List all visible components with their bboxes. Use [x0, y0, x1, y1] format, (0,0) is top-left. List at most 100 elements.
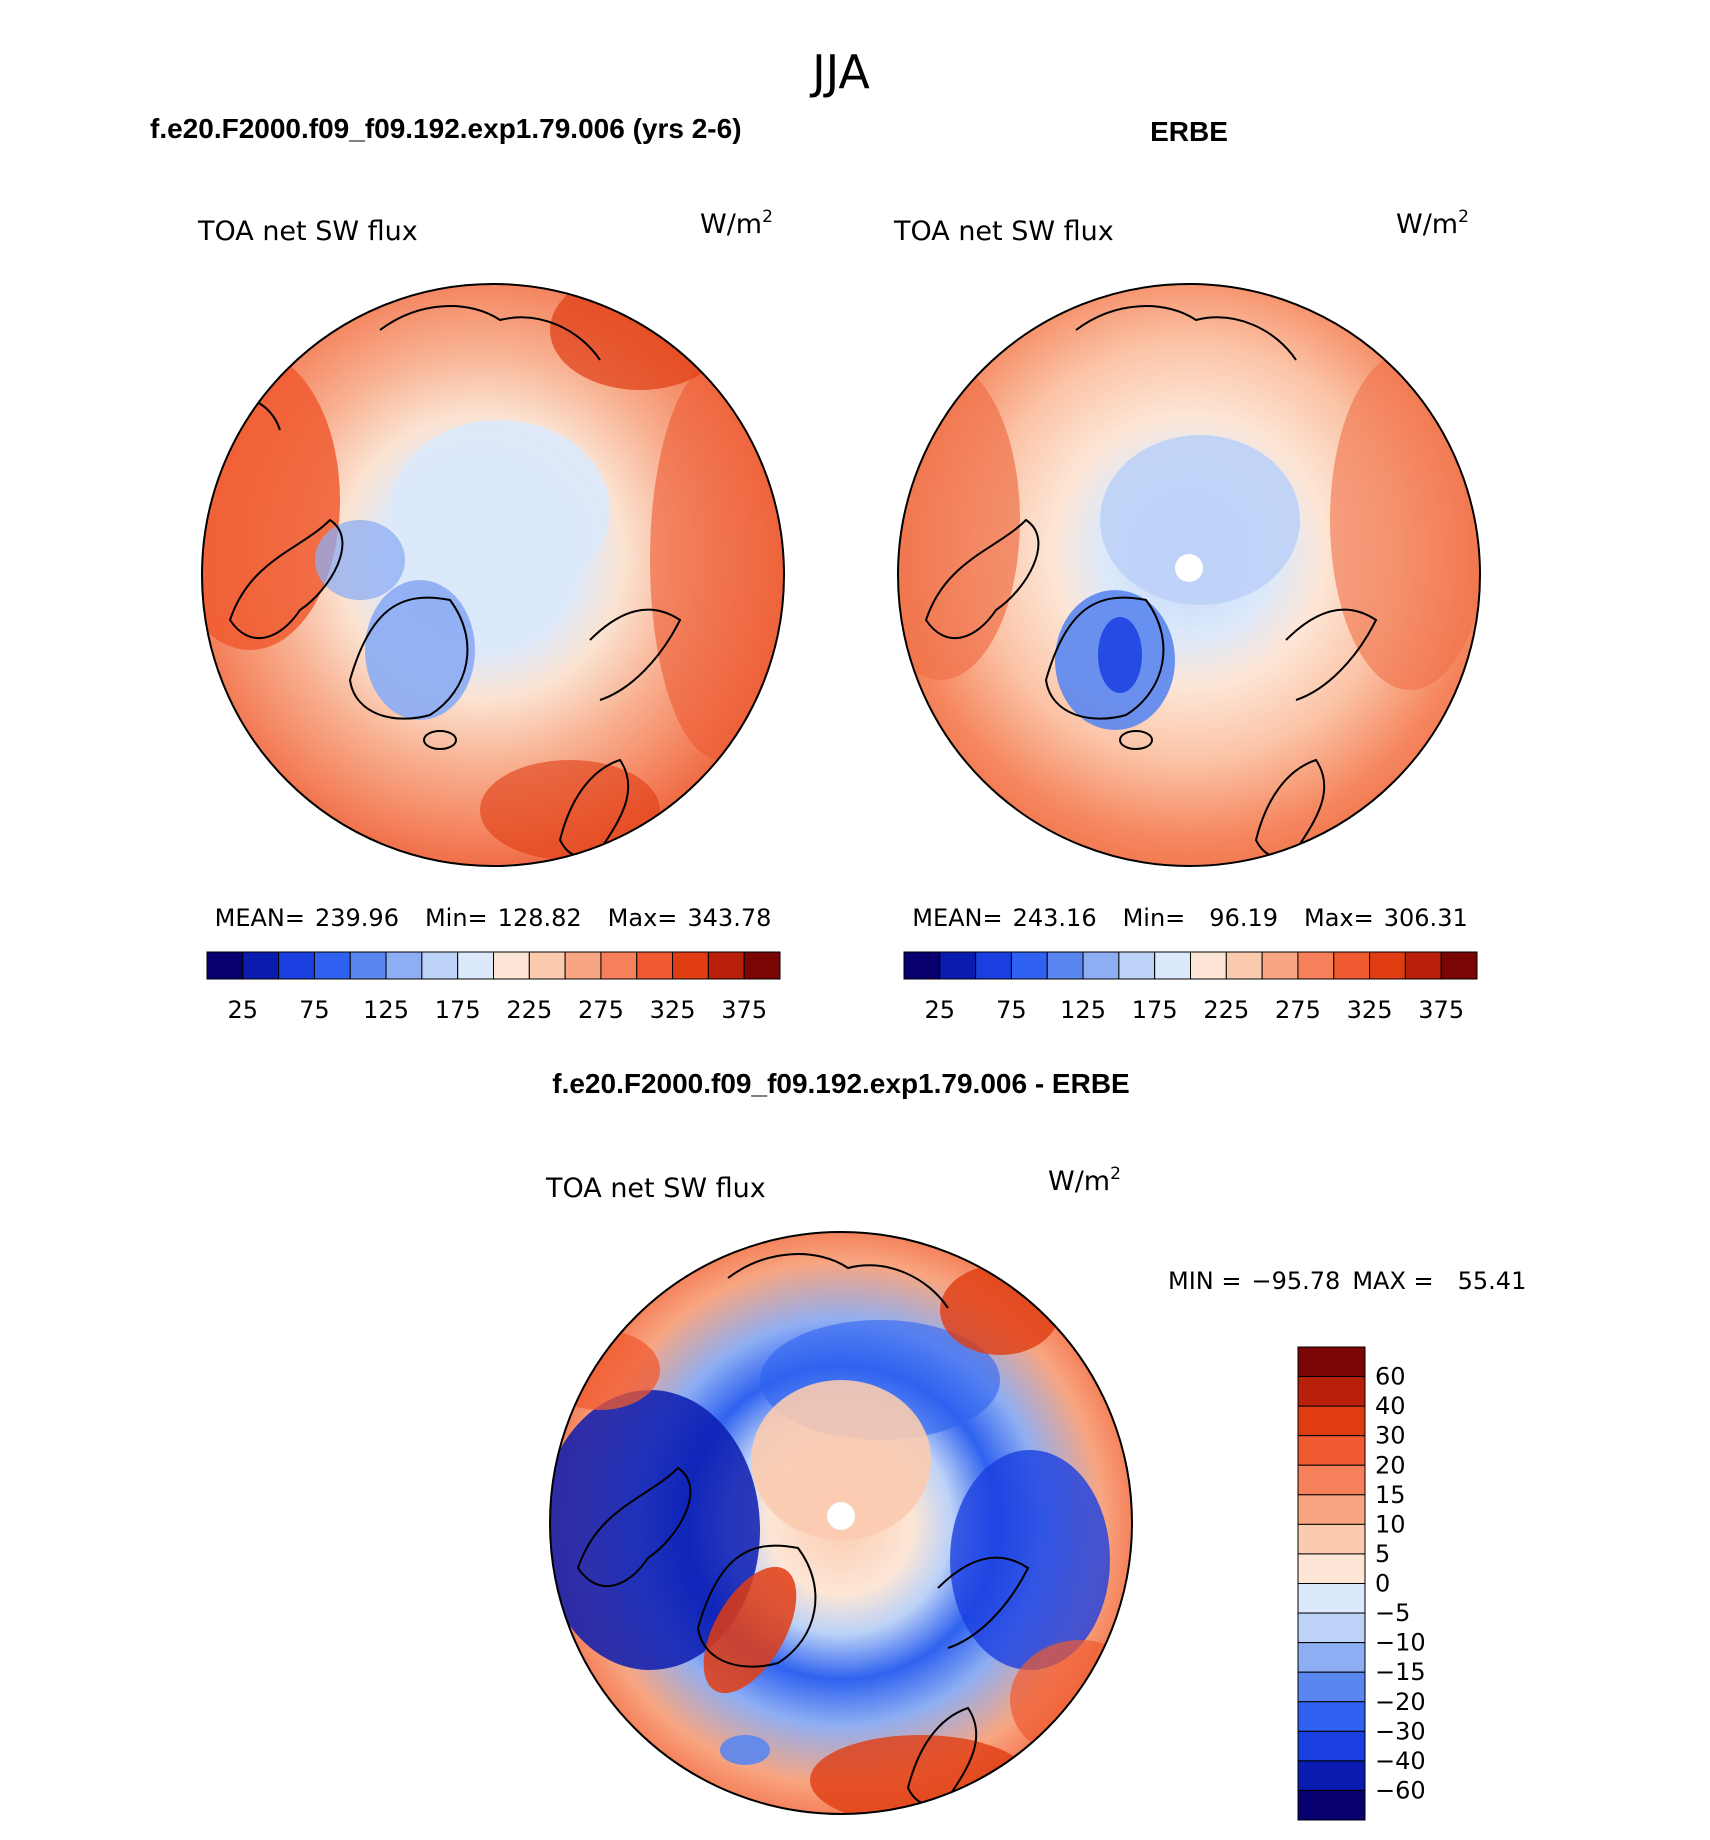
obs-colorbar-swatch: [1154, 951, 1191, 980]
obs-stats: MEAN= 243.16 Min= 96.19 Max= 306.31: [912, 904, 1467, 932]
model-panel: TOA net SW flux W/m2 MEAN= 239.96 Min= 128.…: [197, 207, 785, 1024]
obs-panel-title: ERBE: [1150, 116, 1228, 147]
obs-map-border: [897, 283, 1481, 867]
model-field-blob: [650, 360, 784, 760]
diff-colorbar-swatch: [1297, 1464, 1366, 1496]
obs-colorbar-swatch: [1261, 951, 1299, 980]
obs-map: [898, 284, 1480, 866]
season-title: JJA: [809, 45, 870, 99]
obs-colorbar-swatch: [1118, 951, 1156, 980]
diff-field-blob: [550, 1330, 660, 1410]
obs-colorbar-swatch: [939, 951, 977, 980]
model-panel-title: f.e20.F2000.f09_f09.192.exp1.79.006 (yrs…: [150, 113, 742, 144]
diff-colorbar-swatch: [1297, 1583, 1366, 1614]
model-colorbar-swatch: [278, 951, 315, 980]
diff-coastline: [937, 1556, 1030, 1649]
diff-colorbar-swatch: [1297, 1553, 1366, 1584]
diff-field-blob: [1010, 1640, 1132, 1760]
obs-coastline: [1075, 305, 1297, 361]
obs-colorbar-swatch: [1046, 951, 1084, 980]
diff-coastline: [727, 1253, 949, 1309]
model-field-blob: [365, 580, 475, 720]
diff-coastline: [696, 1544, 817, 1668]
model-colorbar-tick-label: 225: [506, 996, 552, 1024]
model-colorbar-swatch: [600, 951, 638, 980]
diff-coastline: [576, 1466, 692, 1587]
diff-max-label: MAX =: [1352, 1267, 1433, 1295]
model-stats: MEAN= 239.96 Min= 128.82 Max= 343.78: [215, 904, 772, 932]
obs-colorbar-swatch: [1082, 951, 1120, 980]
model-colorbar-tick-label: 325: [650, 996, 696, 1024]
model-max-value: 343.78: [687, 904, 771, 932]
diff-colorbar-tick-label: −10: [1375, 1629, 1426, 1657]
diff-colorbar-tick-label: 10: [1375, 1510, 1406, 1538]
model-colorbar-swatch: [457, 951, 494, 980]
obs-panel: TOA net SW flux W/m2 MEAN= 243.16 Min= 96.1…: [893, 207, 1481, 1024]
diff-colorbar-tick-label: −5: [1375, 1599, 1410, 1627]
diff-colorbar-tick-label: 5: [1375, 1540, 1390, 1568]
obs-field-blob: [898, 360, 1020, 680]
model-colorbar-swatch: [707, 951, 745, 980]
diff-colorbar-swatch: [1297, 1523, 1366, 1555]
obs-colorbar-tick-label: 375: [1418, 996, 1464, 1024]
diff-units-exp: 2: [1110, 1164, 1121, 1184]
obs-colorbar-swatch: [1297, 951, 1335, 980]
obs-min-label: Min=: [1123, 904, 1186, 932]
obs-colorbar-tick-label: 75: [996, 996, 1027, 1024]
obs-field-blob: [1098, 617, 1142, 693]
model-units-base: W/m: [700, 209, 762, 240]
diff-map-border: [549, 1231, 1133, 1815]
obs-units-exp: 2: [1458, 207, 1469, 227]
model-colorbar-tick-label: 25: [228, 996, 259, 1024]
diff-colorbar-swatch: [1297, 1642, 1366, 1673]
diff-colorbar-swatch: [1297, 1760, 1366, 1791]
obs-colorbar-swatch: [1404, 951, 1442, 980]
model-colorbar: [206, 951, 781, 980]
diff-colorbar-tick-label: −60: [1375, 1776, 1426, 1804]
diff-colorbar-swatch: [1297, 1671, 1366, 1703]
diff-min-value: −95.78: [1251, 1267, 1340, 1295]
model-colorbar-swatch: [564, 951, 602, 980]
obs-colorbar-swatch: [1369, 951, 1406, 980]
obs-pole-hole: [1175, 554, 1203, 582]
model-colorbar-tick-label: 375: [721, 996, 767, 1024]
obs-colorbar-swatch: [1333, 951, 1371, 980]
model-map-border: [201, 283, 785, 867]
model-min-label: Min=: [425, 904, 488, 932]
obs-colorbar: [903, 951, 1478, 980]
diff-variable-label: TOA net SW flux: [545, 1173, 766, 1204]
model-colorbar-tick-label: 175: [435, 996, 481, 1024]
obs-colorbar-tick-label: 175: [1132, 996, 1178, 1024]
model-coastline: [423, 730, 457, 750]
model-variable-label: TOA net SW flux: [197, 216, 418, 247]
diff-colorbar-tick-label: 20: [1375, 1451, 1406, 1479]
diff-colorbar-swatch: [1297, 1376, 1366, 1407]
diff-stats: MIN = −95.78 MAX = 55.41: [1168, 1267, 1526, 1295]
model-coastline: [589, 608, 682, 701]
diff-field-blob: [950, 1450, 1110, 1670]
model-colorbar-swatch: [743, 951, 781, 980]
model-colorbar-swatch: [313, 951, 351, 980]
model-colorbar-swatch: [528, 951, 566, 980]
diff-colorbar-tick-label: −40: [1375, 1747, 1426, 1775]
obs-coastline: [1044, 596, 1165, 720]
diff-panel-title: f.e20.F2000.f09_f09.192.exp1.79.006 - ER…: [552, 1068, 1129, 1099]
obs-coastline: [1285, 608, 1378, 701]
obs-colorbar-swatch: [903, 951, 941, 980]
diff-colorbar-swatch: [1297, 1730, 1366, 1762]
model-coastline: [348, 596, 469, 720]
diff-colorbar: [1297, 1346, 1366, 1821]
obs-colorbar-tick-label: 25: [925, 996, 956, 1024]
model-colorbar-tick-label: 75: [299, 996, 330, 1024]
obs-units-label: W/m2: [1396, 207, 1469, 240]
model-colorbar-swatch: [206, 951, 244, 980]
diff-colorbar-swatch: [1297, 1789, 1366, 1821]
diff-colorbar-tick-label: 30: [1375, 1422, 1406, 1450]
diff-max-value: 55.41: [1458, 1267, 1527, 1295]
diff-colorbar-swatch: [1297, 1435, 1366, 1466]
obs-variable-label: TOA net SW flux: [893, 216, 1114, 247]
model-field-blob: [390, 420, 610, 600]
obs-coastline: [924, 518, 1040, 639]
diff-units-label: W/m2: [1048, 1164, 1121, 1197]
